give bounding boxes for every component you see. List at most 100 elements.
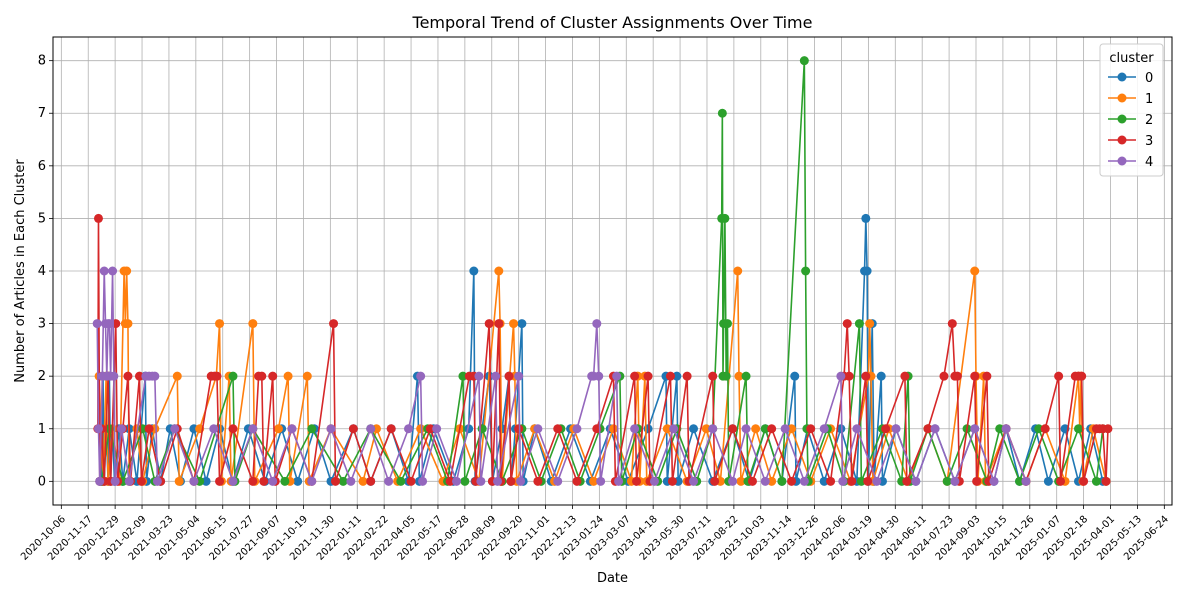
y-tick-label: 2 <box>38 369 46 384</box>
data-point <box>911 476 921 486</box>
data-point <box>460 476 470 486</box>
legend-title: cluster <box>1109 51 1154 66</box>
data-point <box>952 371 962 381</box>
data-point <box>99 266 109 276</box>
data-point <box>760 476 770 486</box>
data-point <box>826 476 836 486</box>
data-point <box>970 266 980 276</box>
data-point <box>514 424 524 434</box>
data-point <box>136 476 146 486</box>
data-point <box>338 476 348 486</box>
data-point <box>862 266 872 276</box>
data-point <box>701 424 711 434</box>
data-point <box>248 319 258 329</box>
data-point <box>474 371 484 381</box>
legend-label: 3 <box>1145 134 1153 149</box>
data-point <box>733 266 743 276</box>
data-point <box>1043 476 1053 486</box>
data-point <box>942 476 952 486</box>
data-point <box>452 476 462 486</box>
data-point <box>608 424 618 434</box>
data-point <box>257 371 267 381</box>
data-point <box>533 424 543 434</box>
data-point <box>689 424 699 434</box>
data-point <box>787 476 797 486</box>
y-tick-label: 0 <box>38 474 46 489</box>
data-point <box>1040 424 1050 434</box>
legend-label: 4 <box>1145 155 1153 170</box>
series-layer <box>92 56 1113 486</box>
data-point <box>790 371 800 381</box>
data-point <box>939 371 949 381</box>
data-point <box>416 371 426 381</box>
data-point <box>854 319 864 329</box>
data-point <box>418 476 428 486</box>
data-point <box>93 213 103 223</box>
data-point <box>123 319 133 329</box>
data-point <box>386 424 396 434</box>
data-point <box>728 424 738 434</box>
data-point <box>123 371 133 381</box>
legend-item: 2 <box>1108 113 1153 128</box>
data-point <box>665 371 675 381</box>
data-point <box>330 476 340 486</box>
data-point <box>596 476 606 486</box>
data-point <box>109 371 119 381</box>
data-point <box>902 476 912 486</box>
legend: cluster 0 1 2 3 4 <box>1099 43 1164 177</box>
data-point <box>307 424 317 434</box>
data-point <box>728 476 738 486</box>
data-point <box>432 424 442 434</box>
data-point <box>612 371 622 381</box>
data-point <box>767 424 777 434</box>
data-point <box>662 424 672 434</box>
legend-marker <box>1117 72 1127 82</box>
data-point <box>509 319 519 329</box>
data-point <box>108 266 118 276</box>
data-point <box>970 371 980 381</box>
data-point <box>708 371 718 381</box>
data-point <box>1054 371 1064 381</box>
data-point <box>682 371 692 381</box>
data-point <box>293 476 303 486</box>
data-point <box>366 424 376 434</box>
data-point <box>1101 476 1111 486</box>
data-point <box>741 424 751 434</box>
data-point <box>189 476 199 486</box>
data-point <box>872 476 882 486</box>
data-point <box>228 424 238 434</box>
data-point <box>710 476 720 486</box>
legend-label: 2 <box>1145 113 1153 128</box>
data-point <box>989 476 999 486</box>
data-point <box>780 424 790 434</box>
data-point <box>708 424 718 434</box>
data-point <box>122 266 132 276</box>
data-point <box>491 371 501 381</box>
data-point <box>572 476 582 486</box>
data-point <box>283 371 293 381</box>
data-point <box>930 424 940 434</box>
data-point <box>572 424 582 434</box>
data-point <box>458 371 468 381</box>
data-point <box>445 476 455 486</box>
data-point <box>669 424 679 434</box>
data-point <box>1034 424 1044 434</box>
data-point <box>533 476 543 486</box>
data-point <box>403 424 413 434</box>
data-point <box>494 266 504 276</box>
data-point <box>717 108 727 118</box>
data-point <box>201 476 211 486</box>
data-point <box>493 476 503 486</box>
legend-marker <box>1117 114 1127 124</box>
data-point <box>93 424 103 434</box>
legend-marker <box>1117 93 1127 103</box>
data-point <box>667 476 677 486</box>
legend-item: 1 <box>1108 92 1153 107</box>
data-point <box>672 371 682 381</box>
data-point <box>174 476 184 486</box>
y-tick-label: 5 <box>38 211 46 226</box>
data-point <box>477 424 487 434</box>
data-point <box>852 424 862 434</box>
data-point <box>514 371 524 381</box>
data-point <box>972 476 982 486</box>
